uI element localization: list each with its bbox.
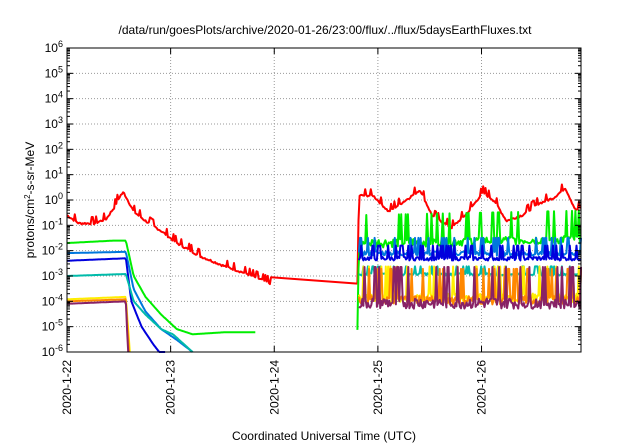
x-tick-label: 2020-1-24	[267, 360, 281, 415]
y-axis-label-base: protons/cm	[23, 199, 37, 258]
y-axis-label-sup: 2	[23, 194, 32, 199]
y-tick-label: 102	[45, 140, 63, 156]
y-tick-label: 10-3	[42, 267, 63, 283]
x-axis-label: Coordinated Universal Time (UTC)	[232, 429, 416, 443]
plot-frame	[66, 47, 582, 353]
y-tick-label: 10-4	[42, 292, 63, 308]
series-line	[66, 183, 582, 286]
plot-area	[66, 183, 582, 353]
x-tick-label: 2020-1-25	[371, 360, 385, 415]
x-tick-label: 2020-1-23	[164, 360, 178, 415]
y-tick-label: 100	[45, 191, 63, 207]
series-line	[67, 244, 582, 353]
y-tick-label: 10-5	[42, 318, 63, 334]
y-tick-label: 106	[45, 39, 63, 55]
y-tick-label: 10-2	[42, 242, 63, 258]
y-tick-label: 10-6	[42, 343, 63, 359]
y-axis-ticks: 10-6 10-5 10-4 10-3 10-2 10-1 100 101 102 103 104 1…	[42, 39, 581, 359]
x-tick-label: 2020-1-26	[475, 360, 489, 415]
y-tick-label: 105	[45, 64, 63, 80]
y-tick-label: 104	[45, 90, 63, 106]
y-axis-label: protons/cm2-s-sr-MeV	[23, 142, 38, 258]
y-tick-label: 10-1	[42, 216, 63, 232]
y-tick-label: 101	[45, 166, 63, 182]
x-axis-ticks: 2020-1-22 2020-1-23 2020-1-24 2020-1-25 2020…	[60, 48, 489, 415]
y-axis-label-rest: -s-sr-MeV	[23, 142, 37, 195]
chart-title: /data/run/goesPlots/archive/2020-01-26/2…	[119, 23, 533, 37]
y-tick-label: 103	[45, 115, 63, 131]
x-tick-label: 2020-1-22	[60, 360, 74, 415]
series-line	[66, 266, 582, 353]
